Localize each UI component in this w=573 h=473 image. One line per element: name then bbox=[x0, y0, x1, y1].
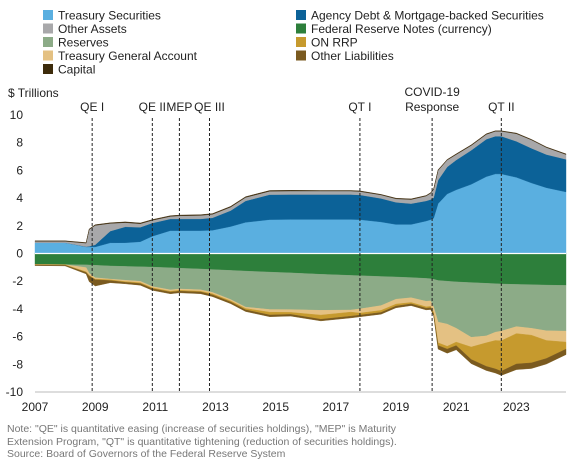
legend-label: Reserves bbox=[58, 36, 109, 50]
legend-swatch bbox=[296, 37, 306, 47]
x-tick-label: 2007 bbox=[22, 400, 49, 414]
y-tick-label: 2 bbox=[16, 219, 23, 233]
legend-label: Other Assets bbox=[58, 22, 127, 36]
y-tick-label: -10 bbox=[6, 385, 24, 399]
y-axis-unit-label: $ Trillions bbox=[8, 86, 59, 100]
y-tick-label: 4 bbox=[16, 191, 23, 205]
legend-label: Treasury Securities bbox=[58, 9, 161, 23]
annotation-qt-i: QT I bbox=[348, 100, 371, 392]
x-tick-label: 2011 bbox=[142, 400, 168, 414]
y-tick-label: 10 bbox=[10, 108, 24, 122]
legend-label: Federal Reserve Notes (currency) bbox=[311, 22, 492, 36]
chart-legend: Treasury Securities Agency Debt & Mortgag… bbox=[43, 9, 544, 77]
annotation-label: MEP bbox=[166, 100, 192, 114]
legend-swatch bbox=[296, 10, 306, 20]
annotation-label: Response bbox=[405, 100, 459, 114]
legend-swatch bbox=[296, 23, 306, 34]
y-tick-label: 0 bbox=[16, 247, 23, 261]
annotation-qe-i: QE I bbox=[80, 100, 104, 392]
legend-swatch bbox=[43, 10, 53, 20]
legend-swatch bbox=[296, 50, 306, 61]
legend-swatch bbox=[43, 64, 53, 74]
y-tick-label: 6 bbox=[16, 163, 23, 177]
annotation-label: QE I bbox=[80, 100, 104, 114]
legend-label: Treasury General Account bbox=[58, 49, 198, 63]
x-tick-label: 2015 bbox=[262, 400, 289, 414]
annotation-qe-ii: QE II bbox=[139, 100, 166, 392]
annotation-qt-ii: QT II bbox=[488, 100, 515, 392]
legend-item-on-rrp: ON RRP bbox=[296, 36, 358, 50]
y-tick-label: 8 bbox=[16, 136, 23, 150]
legend-label: Other Liabilities bbox=[311, 49, 394, 63]
annotation-qe-iii: QE III bbox=[194, 100, 225, 392]
legend-swatch bbox=[43, 37, 53, 47]
legend-label: Capital bbox=[58, 63, 95, 77]
legend-item-capital: Capital bbox=[43, 63, 95, 77]
y-axis: 10 8 6 4 2 0 -2 -4 -6 -8 -10 bbox=[6, 108, 24, 399]
y-tick-label: -4 bbox=[12, 302, 23, 316]
legend-label: ON RRP bbox=[311, 36, 358, 50]
legend-swatch bbox=[43, 50, 53, 61]
legend-item-agency-debt-mortgage-backed-securities: Agency Debt & Mortgage-backed Securities bbox=[296, 9, 544, 23]
y-tick-label: -2 bbox=[12, 274, 23, 288]
x-tick-label: 2019 bbox=[383, 400, 410, 414]
area-liability-other-liabilities bbox=[34, 264, 567, 376]
legend-label: Agency Debt & Mortgage-backed Securities bbox=[311, 9, 544, 23]
x-tick-label: 2021 bbox=[443, 400, 470, 414]
legend-item-other-liabilities: Other Liabilities bbox=[296, 49, 394, 63]
x-tick-label: 2017 bbox=[322, 400, 349, 414]
source-line: Source: Board of Governors of the Federa… bbox=[7, 448, 286, 460]
x-tick-label: 2009 bbox=[82, 400, 109, 414]
fed-balance-sheet-chart: Treasury Securities Agency Debt & Mortgag… bbox=[6, 9, 567, 414]
y-tick-label: -6 bbox=[12, 330, 23, 344]
annotation-label: QT I bbox=[348, 100, 371, 114]
annotation-label: QE II bbox=[139, 100, 166, 114]
x-tick-label: 2013 bbox=[202, 400, 229, 414]
chart-notes: Note: "QE" is quantitative easing (incre… bbox=[7, 423, 567, 461]
plot-area bbox=[34, 130, 567, 376]
legend-item-other-assets: Other Assets bbox=[43, 22, 127, 36]
annotation-label: QE III bbox=[194, 100, 225, 114]
legend-swatch bbox=[43, 23, 53, 34]
note-line-1: Note: "QE" is quantitative easing (incre… bbox=[7, 423, 396, 435]
legend-item-treasury-general-account: Treasury General Account bbox=[43, 49, 198, 63]
annotation-mep: MEP bbox=[166, 100, 192, 392]
x-axis: 2007 2009 2011 2013 2015 2017 2019 2021 2023 bbox=[22, 391, 566, 414]
legend-item-reserves: Reserves bbox=[43, 36, 109, 50]
y-tick-label: -8 bbox=[12, 357, 23, 371]
annotation-label: COVID-19 bbox=[404, 85, 460, 99]
x-tick-label: 2023 bbox=[503, 400, 530, 414]
legend-item-treasury-securities: Treasury Securities bbox=[43, 9, 161, 23]
note-line-2: Extension Program, "QT" is quantitative … bbox=[7, 435, 397, 448]
legend-item-federal-reserve-notes-currency: Federal Reserve Notes (currency) bbox=[296, 22, 492, 36]
annotation-label: QT II bbox=[488, 100, 514, 114]
area-asset-capital bbox=[34, 130, 567, 244]
